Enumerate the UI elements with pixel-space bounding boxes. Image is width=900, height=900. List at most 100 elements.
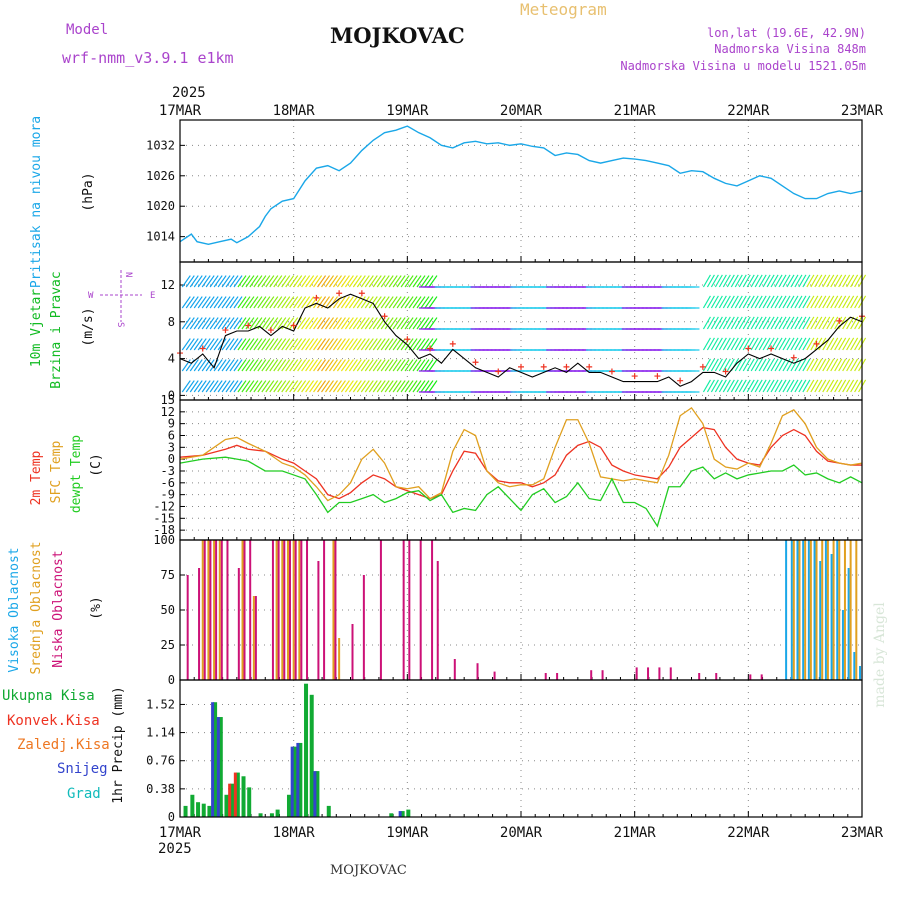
- wind-arrow: [758, 316, 767, 330]
- wind-arrow: [360, 275, 370, 288]
- wind-arrow: [237, 317, 247, 330]
- wind-arrow: [702, 274, 711, 288]
- wind-arrow: [842, 337, 851, 351]
- wind-arrow: [762, 358, 771, 372]
- cloud-mid-bar: [815, 540, 818, 680]
- sfc-temp-line: [179, 406, 863, 502]
- wind-arrow: [798, 358, 807, 372]
- wind-arrow: [850, 337, 859, 351]
- wind-arrow: [706, 316, 715, 330]
- wind-arrow: [746, 358, 755, 372]
- precip-legend-snow: Snijeg: [57, 761, 108, 777]
- cloud-low-bar: [249, 540, 252, 680]
- wind-arrow: [217, 275, 227, 288]
- wind-arrow: [754, 316, 763, 330]
- wind-arrow: [758, 358, 767, 372]
- wind-arrow: [408, 380, 418, 393]
- wind-arrow: [424, 296, 434, 309]
- wind-arrow: [778, 316, 787, 330]
- wind-arrow: [205, 359, 215, 372]
- wind-arrow: [348, 275, 358, 288]
- cloud-mid-bar: [821, 540, 824, 680]
- wind-arrow: [842, 379, 851, 393]
- wind-arrow: [225, 275, 235, 288]
- date-axis-top: 17MAR 18MAR 19MAR 20MAR 21MAR 22MAR 23MAR: [159, 103, 884, 119]
- wind-gust-marker: [540, 363, 547, 370]
- cloud-ytick-label: 25: [161, 638, 175, 652]
- wind-arrow: [273, 359, 283, 372]
- cloud-low-bar: [300, 540, 303, 680]
- precip-total-bar: [400, 811, 405, 817]
- wind-arrow: [197, 338, 207, 351]
- compass-n: N: [123, 272, 133, 277]
- wind-arrow: [225, 317, 235, 330]
- precip-total-bar: [389, 813, 394, 817]
- temp-ytick-label: 6: [168, 428, 175, 442]
- date-label-bottom: 22MAR: [727, 825, 770, 841]
- wind-arrow: [834, 316, 843, 330]
- wind-arrow: [846, 316, 855, 330]
- wind-arrow: [762, 274, 771, 288]
- wind-arrow: [376, 380, 386, 393]
- wind-arrow: [738, 337, 747, 351]
- wind-arrow: [758, 379, 767, 393]
- wind-arrow: [408, 275, 418, 288]
- wind-arrow: [794, 274, 803, 288]
- wind-arrow: [400, 296, 410, 309]
- wind-arrow: [396, 359, 406, 372]
- wind-arrow: [237, 338, 247, 351]
- wind-arrow: [277, 359, 287, 372]
- wind-arrow: [416, 359, 426, 372]
- wind-arrow: [838, 379, 847, 393]
- wind-arrow: [730, 295, 739, 309]
- cloud-low-bar: [476, 663, 479, 680]
- compass-w: W: [88, 291, 94, 301]
- wind-arrow: [424, 359, 434, 372]
- wind-arrow: [838, 295, 847, 309]
- wind-arrow: [782, 316, 791, 330]
- wind-arrow: [806, 274, 815, 288]
- temp-ytick-label: -3: [161, 464, 175, 478]
- wind-arrow: [380, 359, 390, 372]
- wind-arrow: [774, 379, 783, 393]
- wind-arrow: [309, 275, 319, 288]
- wind-arrow: [201, 275, 211, 288]
- wind-arrow: [814, 295, 823, 309]
- temp-title-sfc: SFC Temp: [49, 441, 64, 504]
- wind-gust-marker: [518, 363, 524, 370]
- wind-arrow: [277, 317, 287, 330]
- wind-arrow: [754, 295, 763, 309]
- wind-arrow: [726, 274, 735, 288]
- wind-arrow: [364, 338, 374, 351]
- wind-arrow: [850, 358, 859, 372]
- wind-arrow: [309, 380, 319, 393]
- cloud-mid-bar: [832, 540, 835, 680]
- cloud-high-bar: [802, 540, 805, 680]
- wind-arrow: [249, 317, 259, 330]
- date-label-bottom: 19MAR: [386, 825, 429, 841]
- wind-arrow: [750, 274, 759, 288]
- wind-arrow: [269, 296, 279, 309]
- cloud-high-bar: [807, 540, 810, 680]
- cloud-low-bar: [419, 540, 422, 680]
- wind-arrow: [754, 358, 763, 372]
- wind-arrow: [850, 274, 859, 288]
- wind-arrow: [325, 359, 335, 372]
- wind-arrow: [305, 338, 315, 351]
- wind-arrow: [854, 358, 863, 372]
- precip-total-bar: [258, 813, 263, 817]
- wind-arrow: [313, 275, 323, 288]
- wind-arrow: [702, 295, 711, 309]
- wind-arrow: [285, 359, 295, 372]
- wind-arrow: [396, 338, 406, 351]
- wind-gust-marker: [790, 354, 797, 361]
- wind-arrow: [754, 379, 763, 393]
- wind-arrow: [285, 338, 295, 351]
- wind-arrow: [392, 338, 402, 351]
- wind-arrow: [317, 380, 327, 393]
- wind-arrow: [846, 379, 855, 393]
- cloud-low-bar: [493, 671, 496, 680]
- wind-arrow: [846, 295, 855, 309]
- wind-arrow: [257, 296, 267, 309]
